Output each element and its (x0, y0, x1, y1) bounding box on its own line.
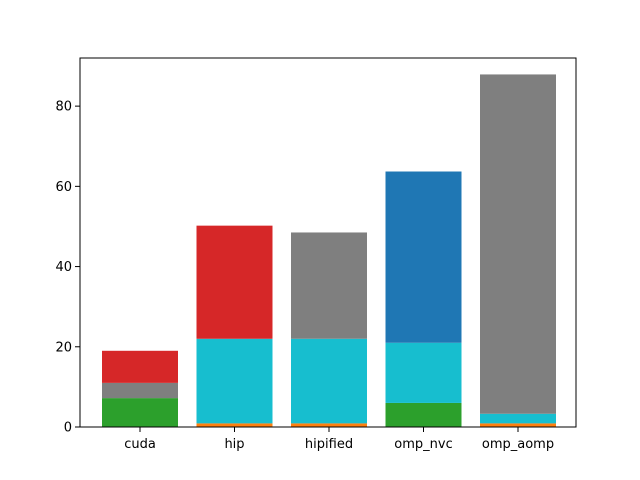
y-tick-label: 80 (55, 100, 72, 115)
x-tick-label: cuda (124, 437, 156, 452)
bar-omp_aomp-segment-2 (480, 74, 556, 414)
y-tick-label: 60 (55, 180, 72, 195)
x-tick-label: omp_aomp (482, 437, 554, 452)
y-axis: 0 20 40 60 80 (55, 100, 80, 436)
bar-cuda-segment-2 (102, 350, 178, 383)
bar-hipified-segment-0 (291, 423, 367, 427)
bar-group (102, 74, 556, 427)
y-tick-label: 0 (64, 421, 72, 436)
bar-hip-segment-0 (196, 423, 273, 427)
x-tick-label: hip (224, 437, 244, 452)
bar-omp_nvc-segment-1 (385, 342, 462, 403)
bar-omp_aomp-segment-0 (480, 423, 556, 427)
x-tick-label: hipified (305, 437, 353, 452)
bar-omp_aomp-segment-1 (480, 413, 556, 424)
x-axis: cuda hip hipified omp_nvc omp_aomp (124, 427, 554, 452)
y-tick-label: 40 (55, 260, 72, 275)
x-tick-label: omp_nvc (394, 437, 452, 452)
bar-cuda-segment-1 (102, 382, 178, 399)
bar-omp_nvc-segment-0 (385, 402, 462, 427)
bar-hipified-segment-1 (291, 338, 367, 424)
bar-hip-segment-2 (196, 225, 273, 339)
plot-frame (79, 57, 577, 428)
bar-omp_nvc-segment-2 (385, 171, 462, 343)
bar-cuda-segment-0 (102, 398, 178, 427)
y-tick-label: 20 (55, 340, 72, 355)
bar-hipified-segment-2 (291, 232, 367, 339)
bar-hip-segment-1 (196, 338, 273, 424)
